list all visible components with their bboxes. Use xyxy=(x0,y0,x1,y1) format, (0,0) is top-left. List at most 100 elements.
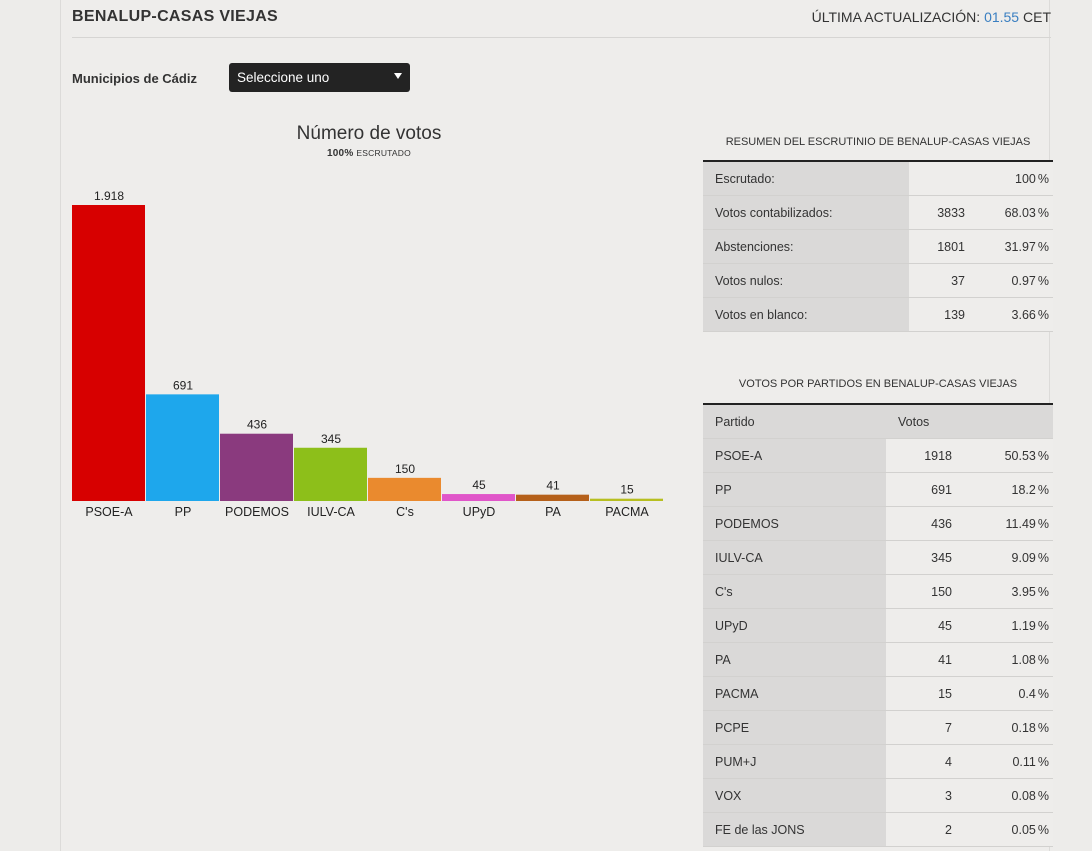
chart-subtitle-pct: 100% xyxy=(327,148,354,159)
summary-percent: 31.97% xyxy=(979,229,1053,264)
party-percent: 0.4% xyxy=(966,676,1053,711)
category-label: PACMA xyxy=(605,505,649,519)
party-row: PACMA 15 0.4% xyxy=(703,676,1053,711)
summary-table: Escrutado: 100% Votos contabilizados: 3833 6… xyxy=(703,160,1053,332)
last-updated-timezone: CET xyxy=(1023,9,1051,25)
party-votes: 691 xyxy=(886,472,966,507)
category-label: PA xyxy=(545,505,561,519)
page-header: BENALUP-CASAS VIEJAS ÚLTIMA ACTUALIZACIÓ… xyxy=(72,0,1051,38)
col-votes-header: Votos xyxy=(886,404,1053,439)
party-votes: 345 xyxy=(886,540,966,575)
parties-table-header: Partido Votos xyxy=(703,404,1053,439)
percent-symbol: % xyxy=(1037,618,1049,633)
party-row: PP 691 18.2% xyxy=(703,472,1053,507)
municipio-select-value: Seleccione uno xyxy=(237,70,330,85)
category-label: UPyD xyxy=(463,505,496,519)
percent-symbol: % xyxy=(1037,239,1049,254)
party-name: PA xyxy=(703,642,886,677)
party-percent: 50.53% xyxy=(966,438,1053,473)
party-percent-value: 18.2 xyxy=(1011,482,1036,497)
party-name: PODEMOS xyxy=(703,506,886,541)
party-name: PACMA xyxy=(703,676,886,711)
party-percent-value: 0.05 xyxy=(1011,822,1036,837)
summary-percent-value: 0.97 xyxy=(1011,273,1036,288)
last-updated-label: ÚLTIMA ACTUALIZACIÓN: xyxy=(811,9,981,25)
party-percent-value: 0.11 xyxy=(1012,754,1036,769)
summary-count: 139 xyxy=(909,297,979,332)
party-percent: 0.08% xyxy=(966,778,1053,813)
parties-table: Partido Votos PSOE-A 1918 50.53% PP 691 18.2%… xyxy=(703,403,1053,847)
bar-value-label: 41 xyxy=(546,479,560,493)
party-row: C's 150 3.95% xyxy=(703,574,1053,609)
summary-label: Votos en blanco: xyxy=(703,297,909,332)
party-name: PP xyxy=(703,472,886,507)
bar-value-label: 150 xyxy=(395,462,415,476)
party-votes: 436 xyxy=(886,506,966,541)
party-percent-value: 11.49 xyxy=(1005,516,1036,531)
last-updated-time: 01.55 xyxy=(984,9,1020,25)
chart-subtitle-text: escrutado xyxy=(356,148,411,158)
party-votes: 1918 xyxy=(886,438,966,473)
bar-value-label: 345 xyxy=(321,432,341,446)
parties-caption: VOTOS POR PARTIDOS EN BENALUP-CASAS VIEJ… xyxy=(738,378,1018,390)
page-title: BENALUP-CASAS VIEJAS xyxy=(72,8,279,25)
dropdown-arrow-icon xyxy=(394,73,402,79)
party-votes: 7 xyxy=(886,710,966,745)
chart-subtitle: 100% escrutado xyxy=(71,148,667,159)
chart-title: Número de votos xyxy=(296,123,442,144)
party-percent: 18.2% xyxy=(966,472,1053,507)
party-percent-value: 3.95 xyxy=(1011,584,1036,599)
bar-value-label: 15 xyxy=(620,483,634,497)
party-percent: 11.49% xyxy=(966,506,1053,541)
party-votes: 3 xyxy=(886,778,966,813)
summary-caption: RESUMEN DEL ESCRUTINIO DE BENALUP-CASAS … xyxy=(725,136,1031,148)
party-percent-value: 0.4 xyxy=(1018,686,1036,701)
summary-label: Escrutado: xyxy=(703,161,909,196)
summary-row: Escrutado: 100% xyxy=(703,161,1053,196)
party-percent: 0.05% xyxy=(966,812,1053,847)
bar-podemos xyxy=(220,433,293,501)
percent-symbol: % xyxy=(1037,720,1049,735)
party-name: PCPE xyxy=(703,710,886,745)
summary-row: Votos contabilizados: 3833 68.03% xyxy=(703,195,1053,230)
summary-count: 1801 xyxy=(909,229,979,264)
category-label: IULV-CA xyxy=(307,505,355,519)
summary-label: Votos nulos: xyxy=(703,263,909,298)
party-row: PCPE 7 0.18% xyxy=(703,710,1053,745)
municipio-select[interactable]: Seleccione uno xyxy=(229,63,410,92)
percent-symbol: % xyxy=(1037,550,1049,565)
percent-symbol: % xyxy=(1037,448,1049,463)
party-row: UPyD 45 1.19% xyxy=(703,608,1053,643)
summary-count: 37 xyxy=(909,263,979,298)
party-percent: 9.09% xyxy=(966,540,1053,575)
party-row: FE de las JONS 2 0.05% xyxy=(703,812,1053,847)
bar-value-label: 1.918 xyxy=(94,189,124,203)
party-votes: 150 xyxy=(886,574,966,609)
summary-percent-value: 68.03 xyxy=(1004,205,1036,220)
party-votes: 2 xyxy=(886,812,966,847)
party-percent-value: 9.09 xyxy=(1011,550,1036,565)
bar-upyd xyxy=(442,494,515,501)
party-name: PSOE-A xyxy=(703,438,886,473)
party-name: FE de las JONS xyxy=(703,812,886,847)
party-votes: 15 xyxy=(886,676,966,711)
bar-c-s xyxy=(368,477,441,501)
summary-percent-value: 100 xyxy=(1015,171,1036,186)
percent-symbol: % xyxy=(1037,482,1049,497)
party-votes: 41 xyxy=(886,642,966,677)
party-name: IULV-CA xyxy=(703,540,886,575)
party-row: PUM+J 4 0.11% xyxy=(703,744,1053,779)
category-label: PSOE-A xyxy=(85,505,133,519)
party-percent: 3.95% xyxy=(966,574,1053,609)
percent-symbol: % xyxy=(1037,516,1049,531)
party-row: PODEMOS 436 11.49% xyxy=(703,506,1053,541)
summary-count xyxy=(909,161,979,196)
percent-symbol: % xyxy=(1037,205,1049,220)
percent-symbol: % xyxy=(1037,822,1049,837)
party-percent-value: 1.08 xyxy=(1011,652,1036,667)
party-percent-value: 0.18 xyxy=(1011,720,1036,735)
summary-row: Votos en blanco: 139 3.66% xyxy=(703,297,1053,332)
bar-psoe-a xyxy=(72,205,145,501)
party-row: PSOE-A 1918 50.53% xyxy=(703,438,1053,473)
party-votes: 4 xyxy=(886,744,966,779)
